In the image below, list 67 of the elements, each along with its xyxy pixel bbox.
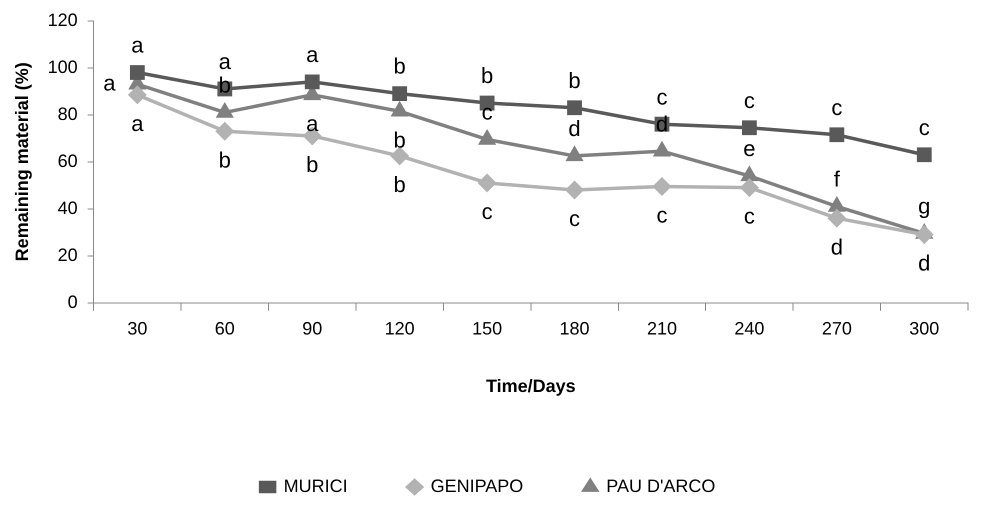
point — [653, 178, 671, 196]
point — [828, 209, 846, 227]
annotation: a — [131, 110, 144, 136]
annotation: c — [482, 199, 493, 224]
x-tick-label: 300 — [909, 318, 940, 339]
annotation: f — [834, 166, 841, 192]
annotation: g — [918, 194, 930, 219]
legend-label: GENIPAPO — [430, 476, 524, 496]
point — [216, 122, 234, 140]
y-tick-label: 80 — [58, 104, 78, 124]
annotation: c — [831, 94, 842, 120]
annotation: a — [218, 49, 232, 74]
point — [304, 74, 320, 90]
x-tick-label: 240 — [734, 318, 764, 339]
annotation: b — [394, 127, 406, 152]
point — [130, 65, 145, 80]
x-tick-label: 180 — [560, 318, 590, 339]
annotation: d — [656, 111, 668, 136]
annotation: a — [131, 32, 144, 58]
x-tick-label: 210 — [646, 318, 677, 339]
annotation: a — [306, 42, 320, 67]
annotation: b — [394, 54, 406, 79]
y-tick-label: 0 — [68, 292, 78, 312]
annotation: d — [830, 234, 843, 260]
y-tick-label: 120 — [48, 10, 78, 30]
legend-label: MURICI — [284, 476, 348, 496]
point — [740, 178, 758, 196]
annotation: a — [306, 110, 320, 136]
annotation: c — [656, 84, 668, 110]
x-axis-title: Time/Days — [486, 376, 576, 396]
x-tick-label: 90 — [302, 318, 322, 339]
annotation: e — [743, 136, 756, 161]
annotation: a — [103, 70, 116, 96]
x-tick-label: 150 — [472, 318, 502, 339]
annotation: b — [568, 68, 581, 93]
y-tick-label: 20 — [58, 244, 78, 265]
annotation: b — [306, 152, 318, 178]
point — [916, 226, 934, 244]
x-tick-label: 60 — [214, 318, 235, 339]
annotation: b — [218, 147, 231, 172]
annotation: c — [569, 206, 580, 232]
point — [829, 127, 844, 142]
annotation: c — [744, 88, 755, 113]
x-tick-label: 30 — [127, 318, 148, 339]
annotation: b — [480, 63, 494, 88]
point — [390, 147, 408, 165]
y-axis-title: Remaining material (%) — [12, 62, 32, 262]
point — [566, 181, 584, 199]
legend-label: PAU D'ARCO — [606, 476, 716, 496]
point — [567, 100, 582, 116]
annotation: b — [394, 172, 406, 197]
point — [478, 174, 496, 192]
annotation: d — [568, 116, 581, 141]
point — [742, 120, 757, 136]
point — [916, 147, 932, 162]
x-tick-label: 270 — [822, 318, 852, 339]
annotation: c — [656, 202, 668, 228]
annotation: d — [918, 250, 930, 276]
annotation: c — [918, 114, 930, 140]
y-tick-label: 100 — [48, 56, 78, 77]
point — [392, 86, 408, 102]
x-tick-label: 120 — [384, 318, 415, 339]
y-tick-label: 60 — [58, 150, 78, 171]
y-tick-label: 40 — [58, 198, 78, 218]
point — [128, 86, 146, 104]
annotation: c — [744, 204, 755, 229]
point — [392, 102, 408, 117]
